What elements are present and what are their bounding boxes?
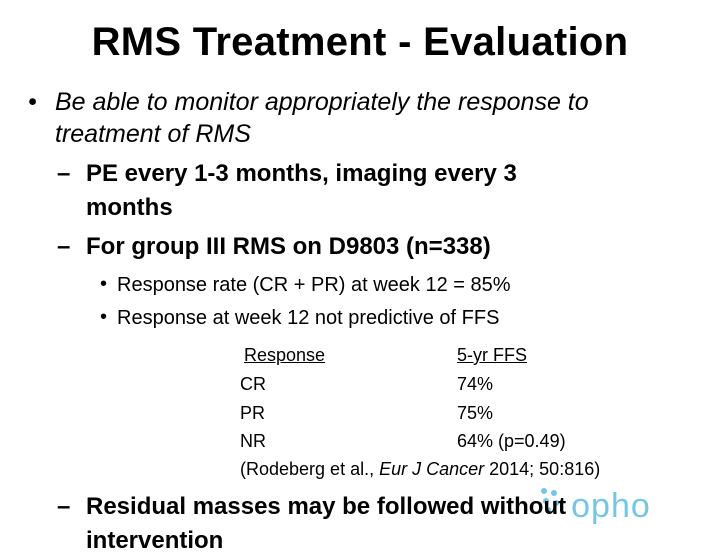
table-header-response: Response [244, 345, 326, 365]
subsub-bullet-not-predictive: Response at week 12 not predictive of FF… [117, 307, 500, 329]
table-cell: 74% [457, 374, 494, 394]
dash-marker: – [57, 233, 71, 260]
subsub-bullet-response-rate: Response rate (CR + PR) at week 12 = 85% [117, 274, 511, 296]
table-cell: 75% [457, 403, 494, 423]
watermark-text: opho [571, 487, 651, 525]
citation-journal: Eur J Cancer [379, 459, 485, 479]
sub-bullet-imaging-line1: PE every 1-3 months, imaging every 3 [86, 160, 517, 187]
sub-bullet-residual-line2: intervention [86, 527, 224, 554]
dash-marker: – [57, 493, 71, 520]
sub-bullet-residual-line1: Residual masses may be followed without [86, 493, 567, 520]
sub-bullet-imaging-line2: months [86, 194, 173, 221]
sub-bullet-group3: For group III RMS on D9803 (n=338) [86, 233, 491, 260]
page-title: RMS Treatment - Evaluation [91, 20, 629, 64]
table-cell: NR [240, 431, 266, 451]
citation-suffix: 2014; 50:816) [484, 459, 601, 479]
molecule-dots-icon [540, 488, 569, 518]
table-cell: PR [240, 403, 266, 423]
dash-marker: – [57, 160, 71, 187]
bullet-main-line2: treatment of RMS [55, 120, 251, 148]
bullet-marker: • [100, 306, 108, 328]
bullet-marker: • [100, 273, 108, 295]
table-cell: CR [240, 374, 266, 394]
watermark-logo: opho [540, 487, 651, 526]
citation: (Rodeberg et al., Eur J Cancer 2014; 50:… [240, 459, 600, 480]
citation-prefix: (Rodeberg et al., [240, 459, 380, 479]
table-header-ffs: 5-yr FFS [457, 345, 527, 365]
bullet-marker: • [28, 88, 37, 116]
table-cell: 64% (p=0.49) [457, 431, 566, 451]
bullet-main-line1: Be able to monitor appropriately the res… [55, 88, 589, 116]
